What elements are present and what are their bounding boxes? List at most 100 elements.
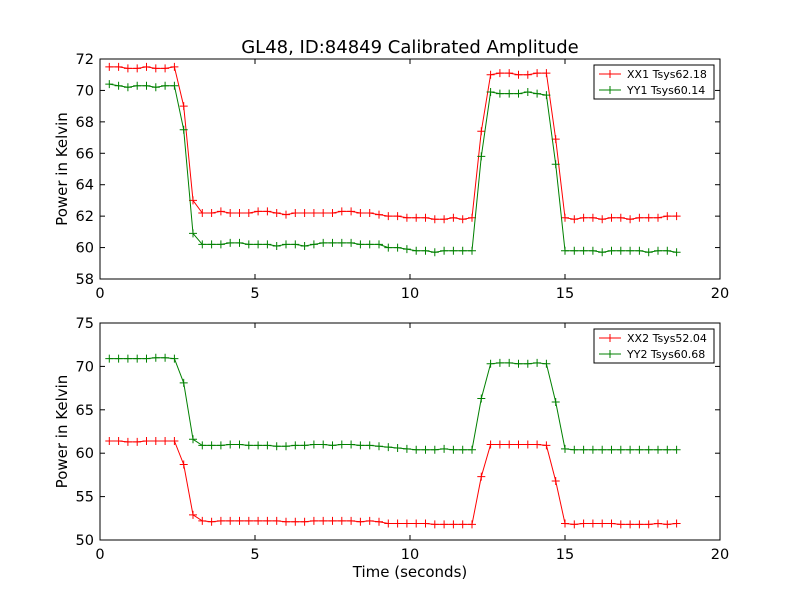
data-point-marker [626, 445, 635, 454]
data-point-marker [598, 215, 607, 224]
data-point-marker [114, 62, 123, 71]
data-point-marker [449, 213, 458, 222]
data-point-marker [170, 81, 179, 90]
bottom-panel-series [105, 353, 681, 529]
data-point-marker [142, 354, 151, 363]
data-point-marker [300, 441, 309, 450]
data-point-marker [105, 354, 114, 363]
data-point-marker [356, 517, 365, 526]
data-point-marker [412, 519, 421, 528]
data-point-marker [505, 89, 514, 98]
bottom-panel-ticks: 0 5 10 15 20 50 55 60 65 70 75 [76, 316, 730, 563]
legend-marker [606, 350, 614, 358]
data-point-marker [402, 245, 411, 254]
data-point-marker [207, 517, 216, 526]
data-point-marker [579, 213, 588, 222]
data-point-marker [161, 437, 170, 446]
x-tick-label: 0 [95, 547, 104, 563]
data-point-marker [635, 520, 644, 529]
data-point-marker [272, 516, 281, 525]
data-point-marker [328, 238, 337, 247]
data-point-marker [486, 88, 495, 96]
data-point-marker [337, 207, 346, 216]
data-point-marker [533, 89, 542, 98]
data-point-marker [570, 246, 579, 255]
data-point-marker [477, 152, 486, 161]
legend-label: YY2 Tsys60.68 [626, 348, 705, 361]
data-point-marker [672, 248, 681, 257]
data-point-marker [588, 445, 597, 454]
data-point-marker [458, 215, 467, 224]
data-point-marker [654, 213, 662, 222]
data-point-marker [449, 445, 458, 454]
data-point-marker [300, 517, 309, 526]
x-tick-label: 15 [556, 547, 574, 563]
data-point-marker [440, 215, 449, 224]
data-point-marker [216, 441, 225, 450]
data-point-marker [151, 353, 160, 362]
data-point-marker [365, 240, 374, 249]
data-point-marker [375, 517, 383, 526]
y-tick-label: 58 [76, 272, 94, 288]
top-panel: 0 5 10 15 20 58 60 62 64 66 68 70 72 Power in Kelvin… [53, 52, 729, 302]
data-point-marker [198, 240, 207, 249]
bottom-panel-legend: XX2 Tsys52.04 YY2 Tsys60.68 [593, 328, 715, 364]
data-point-marker [449, 520, 458, 529]
data-point-marker [495, 440, 504, 449]
data-point-marker [291, 517, 300, 526]
data-point-marker [561, 444, 569, 453]
y-tick-label: 55 [76, 490, 94, 506]
data-point-marker [477, 472, 486, 481]
data-point-marker [170, 62, 179, 71]
data-point-marker [151, 83, 160, 92]
data-point-marker [254, 207, 263, 216]
legend-marker [606, 334, 614, 342]
data-point-marker [663, 445, 672, 454]
data-point-marker [430, 445, 439, 454]
data-point-marker [347, 440, 356, 449]
data-point-marker [114, 437, 123, 446]
data-point-marker [105, 437, 114, 446]
data-point-marker [458, 246, 467, 255]
data-point-marker [468, 246, 476, 255]
data-point-marker [291, 441, 300, 450]
data-point-marker [189, 229, 197, 238]
data-point-marker [468, 445, 476, 454]
data-point-marker [291, 209, 300, 217]
data-point-marker [533, 69, 542, 78]
data-point-marker [189, 510, 197, 519]
data-point-marker [588, 246, 597, 255]
data-point-marker [421, 445, 430, 454]
data-point-marker [570, 215, 579, 224]
data-point-marker [616, 520, 625, 529]
data-point-marker [505, 358, 514, 367]
data-point-marker [542, 359, 551, 368]
data-point-marker [561, 246, 569, 255]
data-point-marker [514, 440, 523, 449]
data-point-marker [198, 516, 207, 525]
legend-label: XX2 Tsys52.04 [627, 332, 707, 345]
data-point-marker [654, 246, 662, 255]
data-point-marker [551, 160, 560, 169]
data-point-marker [161, 64, 170, 73]
data-point-marker [635, 213, 644, 222]
data-point-marker [616, 213, 625, 222]
data-point-marker [514, 89, 523, 98]
data-point-marker [533, 440, 542, 449]
data-point-marker [216, 240, 225, 249]
y-tick-label: 65 [76, 403, 94, 419]
data-point-marker [254, 441, 263, 450]
data-point-marker [282, 442, 290, 451]
data-point-marker [309, 209, 318, 217]
data-point-marker [347, 238, 356, 247]
data-point-marker [347, 516, 356, 525]
legend-marker [606, 70, 614, 78]
data-point-marker [626, 215, 635, 224]
data-point-marker [356, 441, 365, 450]
data-point-marker [263, 441, 272, 450]
data-point-marker [142, 437, 151, 446]
data-point-marker [384, 519, 393, 528]
data-point-marker [123, 64, 132, 73]
